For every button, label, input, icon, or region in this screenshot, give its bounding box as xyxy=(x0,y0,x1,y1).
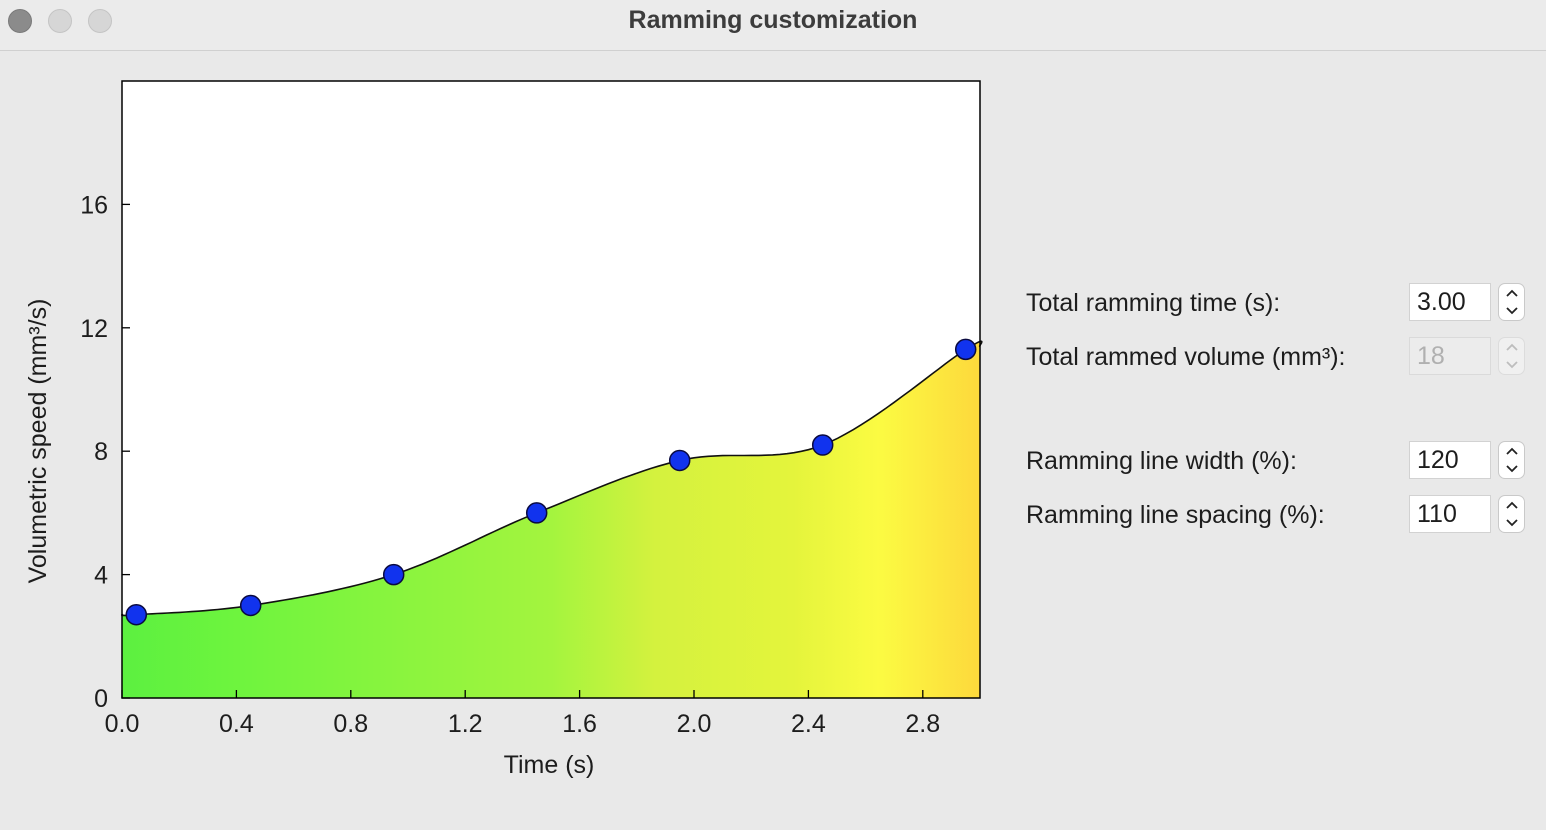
chevron-up-icon xyxy=(1505,343,1518,351)
chevron-down-icon xyxy=(1505,361,1518,369)
line-spacing-stepper[interactable] xyxy=(1498,495,1525,533)
chevron-down-icon xyxy=(1505,465,1518,473)
decrement-button[interactable] xyxy=(1499,514,1524,532)
line-spacing-input[interactable] xyxy=(1409,495,1491,533)
ramming-point-handle[interactable] xyxy=(125,603,148,626)
x-tick-label: 0.4 xyxy=(219,710,254,738)
chevron-up-icon xyxy=(1505,501,1518,509)
y-tick-label: 12 xyxy=(80,315,108,343)
y-tick-label: 8 xyxy=(94,438,108,466)
maximize-window-button[interactable] xyxy=(88,9,112,33)
ramming-point-handle[interactable] xyxy=(239,594,262,617)
line-width-input[interactable] xyxy=(1409,441,1491,479)
increment-button xyxy=(1499,338,1524,356)
window-title: Ramming customization xyxy=(628,6,918,34)
y-tick-label: 16 xyxy=(80,191,108,219)
x-axis-label: Time (s) xyxy=(504,751,595,779)
increment-button[interactable] xyxy=(1499,496,1524,514)
total-time-input[interactable] xyxy=(1409,283,1491,321)
x-tick-label: 2.8 xyxy=(905,710,940,738)
y-tick-label: 0 xyxy=(94,685,108,713)
decrement-button[interactable] xyxy=(1499,302,1524,320)
x-tick-label: 2.0 xyxy=(677,710,712,738)
x-tick-label: 0.0 xyxy=(105,710,140,738)
ramming-point-handle[interactable] xyxy=(668,449,691,472)
area-fill xyxy=(121,341,982,698)
x-tick-label: 2.4 xyxy=(791,710,826,738)
x-tick-label: 0.8 xyxy=(333,710,368,738)
y-axis-label: Volumetric speed (mm³/s) xyxy=(24,299,52,584)
chevron-up-icon xyxy=(1505,447,1518,455)
ramming-point-handle[interactable] xyxy=(954,338,977,361)
title-bar: Ramming customization xyxy=(0,0,1546,51)
increment-button[interactable] xyxy=(1499,284,1524,302)
x-tick-label: 1.6 xyxy=(562,710,597,738)
total-volume-input xyxy=(1409,337,1491,375)
total-time-stepper[interactable] xyxy=(1498,283,1525,321)
total-time-label: Total ramming time (s): xyxy=(1026,289,1281,317)
ramming-point-handle[interactable] xyxy=(525,502,548,524)
line-width-label: Ramming line width (%): xyxy=(1026,447,1297,475)
line-spacing-label: Ramming line spacing (%): xyxy=(1026,501,1325,529)
total-volume-stepper xyxy=(1498,337,1525,375)
y-tick-label: 4 xyxy=(94,562,108,590)
ramming-chart[interactable]: 0.0 0.4 0.8 1.2 1.6 2.0 2.4 2.8 0 4 8 12 16 Time (s)… xyxy=(0,51,1000,811)
plot-frame xyxy=(121,80,981,699)
increment-button[interactable] xyxy=(1499,442,1524,460)
minimize-window-button[interactable] xyxy=(48,9,72,33)
x-tick-label: 1.2 xyxy=(448,710,483,738)
line-width-stepper[interactable] xyxy=(1498,441,1525,479)
ramming-point-handle[interactable] xyxy=(811,434,834,456)
chevron-down-icon xyxy=(1505,519,1518,527)
chevron-down-icon xyxy=(1505,307,1518,315)
decrement-button[interactable] xyxy=(1499,460,1524,478)
close-window-button[interactable] xyxy=(8,9,32,33)
ramming-point-handle[interactable] xyxy=(382,563,405,586)
decrement-button xyxy=(1499,356,1524,374)
chevron-up-icon xyxy=(1505,289,1518,297)
total-volume-label: Total rammed volume (mm³): xyxy=(1026,343,1346,371)
